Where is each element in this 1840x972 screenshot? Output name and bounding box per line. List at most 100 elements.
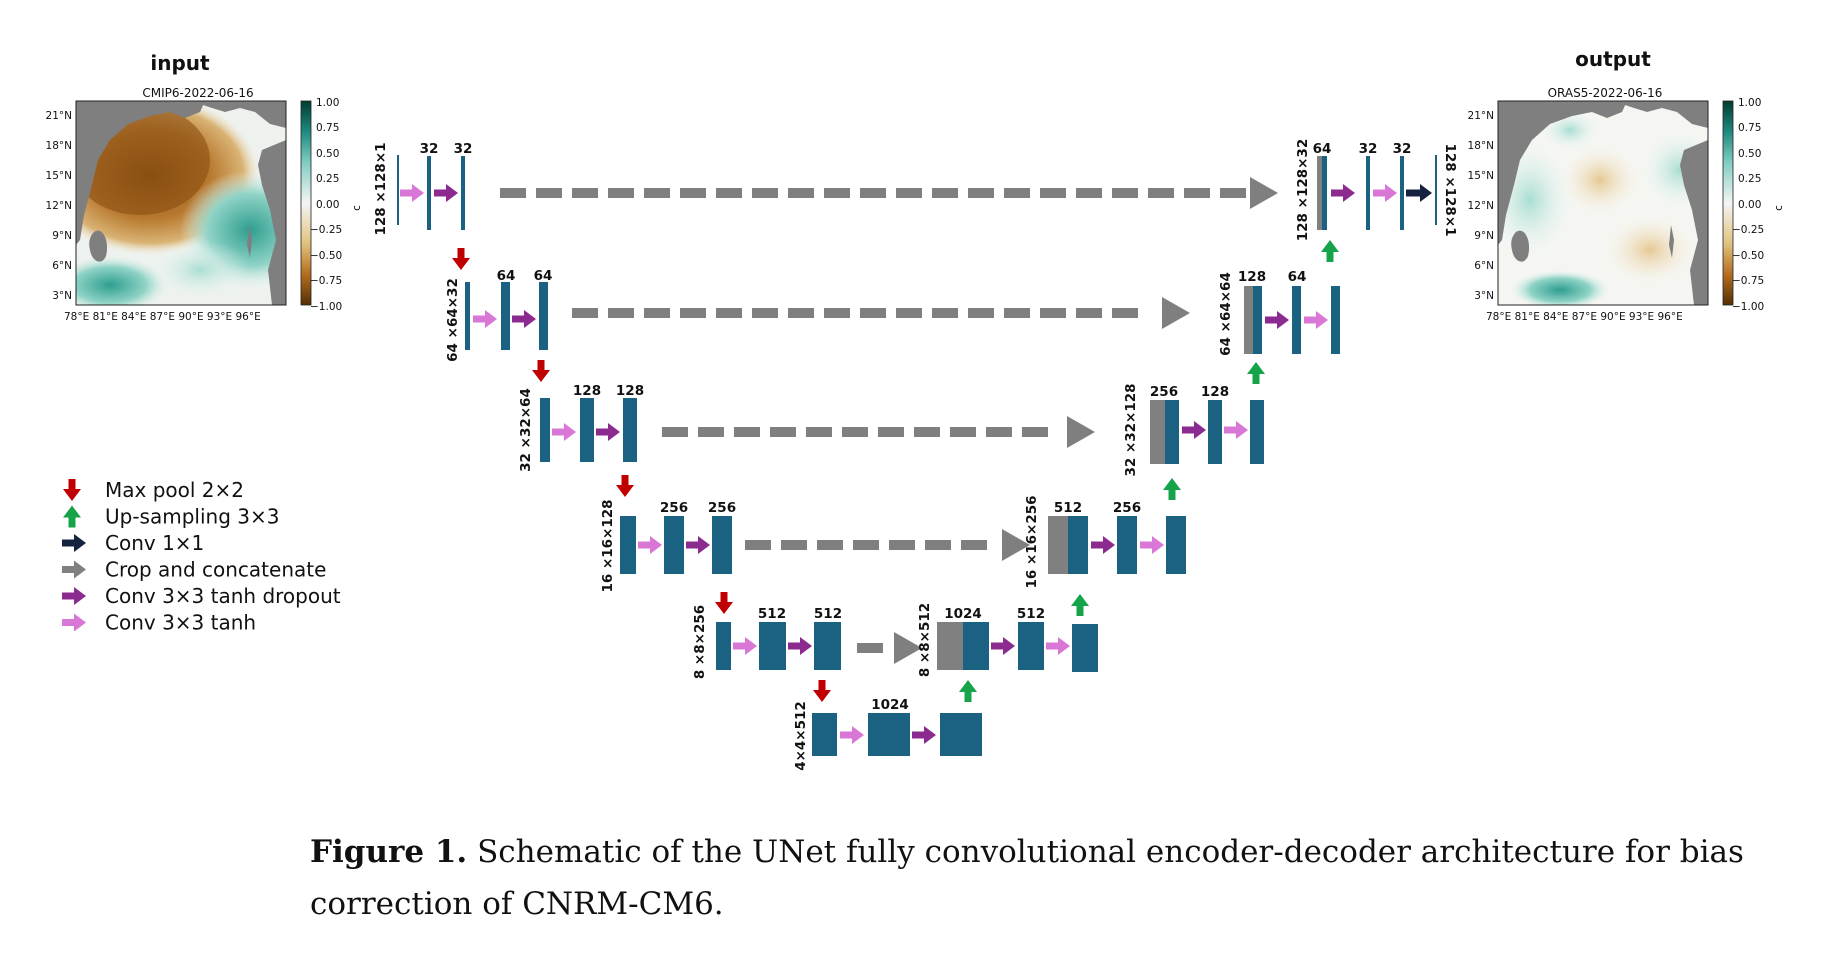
d5-b-label: 512 [1017,606,1045,622]
skip-4 [1002,529,1030,561]
concat-dash [1004,308,1030,318]
concat-dash [860,188,886,198]
d3-a-label: 256 [1150,384,1178,400]
concat-dash [1040,188,1066,198]
concat-dash [1220,188,1246,198]
conv-tanh-arrow [1140,536,1164,554]
conv-tanh-arrow [473,310,497,328]
l2-b-label: 64 [534,268,553,284]
concat-dash [1112,308,1138,318]
concat-dash [950,427,976,437]
concat-dash [752,188,778,198]
legend-item: Conv 1×1 [62,531,204,555]
legend-arrow-icon [62,613,86,632]
d5-a-label: 1024 [944,606,982,622]
svg-text:9°N: 9°N [1474,230,1494,242]
svg-text:0.25: 0.25 [1738,173,1761,185]
d2-b-label: 64 [1288,269,1307,285]
legend-arrow-icon [62,587,86,605]
conv-tanh-arrow [638,536,662,554]
concat-dash [698,427,724,437]
legend-maxpool-icon [63,479,81,501]
svg-text:−1.00: −1.00 [310,301,342,313]
concat-dash [1148,188,1174,198]
svg-text:0.75: 0.75 [1738,122,1761,134]
l4-block-a [664,516,684,574]
legend-label: Max pool 2×2 [105,478,244,502]
svg-text:18°N: 18°N [46,140,72,152]
skip-2 [1162,297,1190,329]
d3-block-a [1208,400,1222,464]
d1-a-label: 64 [1313,141,1332,157]
svg-text:18°N: 18°N [1468,140,1494,152]
l5-block-a [759,622,786,670]
d1-block-a [1366,156,1370,230]
d2-block-a [1292,286,1301,354]
d4-block-b [1166,516,1186,574]
legend-label: Up-sampling 3×3 [105,505,279,529]
unet-architecture: 128 ×128×1 32 32 64 ×64×32 64 64 32 ×32×64 128 1… [373,139,1458,771]
concat-dash [734,427,760,437]
output-lat-ticks: 21°N 18°N 15°N 12°N 9°N 6°N 3°N [1468,110,1494,302]
d3-block-b [1250,400,1264,464]
legend-item: Max pool 2×2 [63,478,244,502]
l2-block-b [539,282,548,350]
d5-block-b [1072,624,1098,672]
svg-text:−0.75: −0.75 [310,275,342,287]
svg-text:−0.50: −0.50 [1732,250,1764,262]
d4-block-a [1117,516,1137,574]
d4-concat-block [1048,516,1068,574]
d1-c-label: 32 [1393,141,1412,157]
d4-a-label: 512 [1054,500,1082,516]
d5-size-label: 8 ×8×512 [917,603,933,677]
svg-text:3°N: 3°N [52,290,72,302]
conv-dropout-arrow [1331,184,1355,202]
d5-block-up [963,622,989,670]
legend-item: Up-sampling 3×3 [63,505,279,529]
svg-text:3°N: 3°N [1474,290,1494,302]
legend-label: Conv 1×1 [105,531,204,555]
conv-dropout-arrow [1091,536,1115,554]
caption-label: Figure 1. [310,834,468,870]
concat-dash [716,188,742,198]
conv-tanh-arrow [1224,421,1248,439]
svg-text:c: c [1773,205,1785,211]
conv-tanh-arrow [1373,184,1397,202]
l3-block-a [580,398,594,462]
legend-item: Crop and concatenate [62,558,326,582]
l5-size-label: 8 ×8×256 [692,605,708,679]
concat-dash [857,643,883,653]
svg-text:−0.50: −0.50 [310,250,342,262]
l4-a-label: 256 [660,500,688,516]
concat-dash [817,540,843,550]
conv-dropout-arrow [912,726,936,744]
concat-dash [853,540,879,550]
d2-block-b [1331,286,1340,354]
svg-text:0.00: 0.00 [316,199,339,211]
upsample-arrow [1247,362,1265,384]
output-map [1498,101,1708,305]
output-heading: output [1575,47,1651,71]
svg-text:12°N: 12°N [1468,200,1494,212]
d2-a-label: 128 [1238,269,1266,285]
l5-block-b [814,622,841,670]
conv-dropout-arrow [991,637,1015,655]
l3-size-label: 32 ×32×64 [518,388,534,472]
input-map-panel: input CMIP6-2022-06-16 21°N 18°N 15°N 12… [46,51,363,323]
upsample-arrow [1321,240,1339,262]
legend-arrow-icon [62,534,86,552]
conv-dropout-arrow [596,423,620,441]
l3-block-0 [540,398,550,462]
d3-size-label: 32 ×32×128 [1123,383,1139,476]
output-colorbar: 1.00 0.75 0.50 0.25 0.00 −0.25 −0.50 −0.… [1722,97,1785,313]
concat-dash [896,188,922,198]
concat-dash [824,188,850,198]
out-size-label: 128 ×128×1 [1442,143,1458,236]
svg-text:1.00: 1.00 [1738,97,1761,109]
svg-text:21°N: 21°N [1468,110,1494,122]
conv-dropout-arrow [686,536,710,554]
skip-1 [1250,177,1278,209]
svg-text:0.00: 0.00 [1738,199,1761,211]
concat-dash [536,188,562,198]
